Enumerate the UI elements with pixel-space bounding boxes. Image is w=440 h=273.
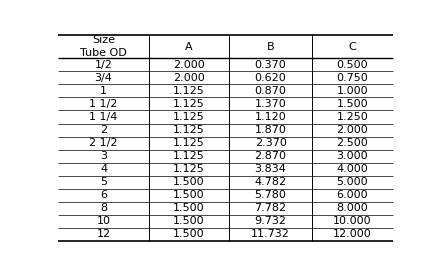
Text: 10: 10 (96, 216, 110, 226)
Text: 3.834: 3.834 (255, 164, 286, 174)
Text: 2: 2 (100, 125, 107, 135)
Text: 7.782: 7.782 (255, 203, 287, 213)
Text: 2.000: 2.000 (337, 125, 368, 135)
Text: 1.125: 1.125 (173, 125, 205, 135)
Text: 2 1/2: 2 1/2 (89, 138, 118, 148)
Text: 1.120: 1.120 (255, 112, 286, 122)
Text: 6: 6 (100, 190, 107, 200)
Text: 1.125: 1.125 (173, 86, 205, 96)
Text: 5: 5 (100, 177, 107, 187)
Text: 3/4: 3/4 (95, 73, 113, 83)
Text: 1.500: 1.500 (173, 229, 205, 239)
Text: 1.500: 1.500 (337, 99, 368, 109)
Text: 6.000: 6.000 (337, 190, 368, 200)
Text: 4.782: 4.782 (255, 177, 287, 187)
Text: 1 1/4: 1 1/4 (89, 112, 118, 122)
Text: 4.000: 4.000 (337, 164, 368, 174)
Text: 1.125: 1.125 (173, 112, 205, 122)
Text: 1.500: 1.500 (173, 203, 205, 213)
Text: 1.250: 1.250 (337, 112, 368, 122)
Text: 1.500: 1.500 (173, 177, 205, 187)
Text: 1.125: 1.125 (173, 99, 205, 109)
Text: 0.620: 0.620 (255, 73, 286, 83)
Text: 5.000: 5.000 (337, 177, 368, 187)
Text: 1.500: 1.500 (173, 216, 205, 226)
Text: 1.125: 1.125 (173, 151, 205, 161)
Text: Size
Tube OD: Size Tube OD (80, 35, 127, 58)
Text: 1/2: 1/2 (95, 60, 113, 70)
Text: 0.500: 0.500 (337, 60, 368, 70)
Text: C: C (348, 41, 356, 52)
Text: 0.750: 0.750 (337, 73, 368, 83)
Text: 1.870: 1.870 (255, 125, 286, 135)
Text: 8.000: 8.000 (337, 203, 368, 213)
Text: 2.000: 2.000 (173, 60, 205, 70)
Text: B: B (267, 41, 275, 52)
Text: 1.500: 1.500 (173, 190, 205, 200)
Text: A: A (185, 41, 193, 52)
Text: 12.000: 12.000 (333, 229, 372, 239)
Text: 3.000: 3.000 (337, 151, 368, 161)
Text: 5.780: 5.780 (255, 190, 286, 200)
Text: 9.732: 9.732 (255, 216, 286, 226)
Text: 0.370: 0.370 (255, 60, 286, 70)
Text: 8: 8 (100, 203, 107, 213)
Text: 1.370: 1.370 (255, 99, 286, 109)
Text: 1.125: 1.125 (173, 164, 205, 174)
Text: 10.000: 10.000 (333, 216, 372, 226)
Text: 12: 12 (96, 229, 110, 239)
Text: 1 1/2: 1 1/2 (89, 99, 118, 109)
Text: 2.370: 2.370 (255, 138, 286, 148)
Text: 2.000: 2.000 (173, 73, 205, 83)
Text: 11.732: 11.732 (251, 229, 290, 239)
Text: 2.870: 2.870 (255, 151, 286, 161)
Text: 1: 1 (100, 86, 107, 96)
Text: 1.000: 1.000 (337, 86, 368, 96)
Text: 2.500: 2.500 (337, 138, 368, 148)
Text: 1.125: 1.125 (173, 138, 205, 148)
Text: 0.870: 0.870 (255, 86, 286, 96)
Text: 4: 4 (100, 164, 107, 174)
Text: 3: 3 (100, 151, 107, 161)
